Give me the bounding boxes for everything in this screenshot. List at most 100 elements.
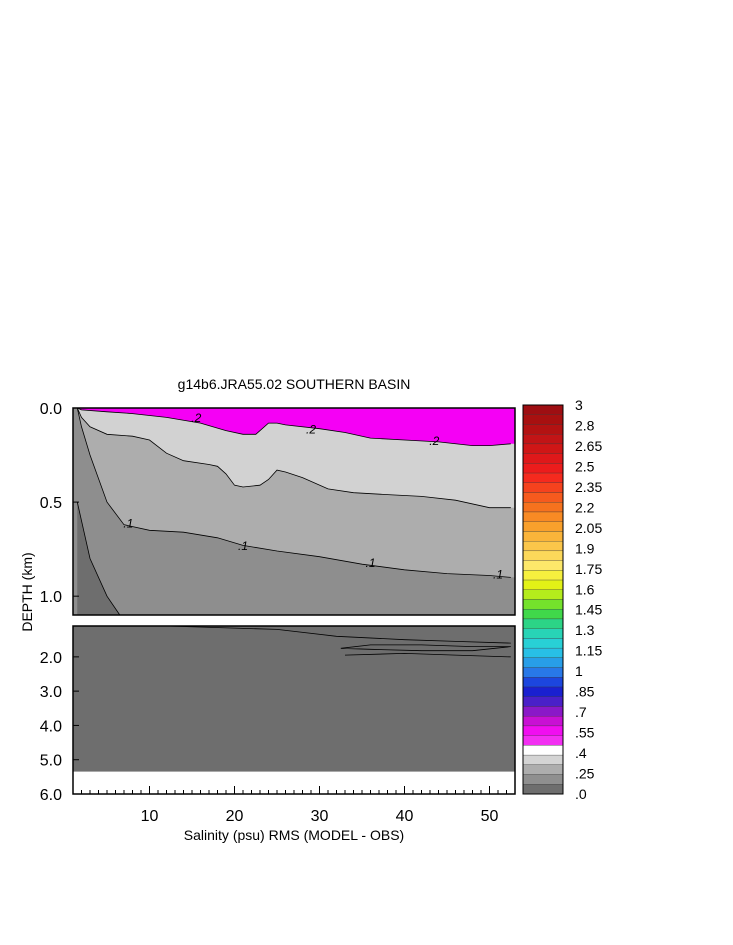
colorbar-swatch — [522, 482, 564, 493]
colorbar-label: .55 — [575, 725, 595, 741]
colorbar-swatch — [522, 599, 564, 610]
colorbar-swatch — [522, 647, 564, 659]
y-tick-label: 6.0 — [40, 787, 62, 804]
colorbar-label: 3 — [575, 397, 583, 413]
x-tick-label: 40 — [396, 808, 414, 825]
colorbar-swatch — [522, 570, 564, 581]
colorbar-label: .25 — [575, 766, 595, 782]
fill-band-lt-005 — [77, 502, 120, 615]
colorbar-swatch — [522, 472, 564, 483]
colorbar-label: 2.05 — [575, 520, 602, 536]
x-tick-label: 30 — [311, 808, 329, 825]
colorbar-frame — [522, 404, 564, 795]
colorbar-label: 1 — [575, 663, 583, 679]
colorbar-swatch — [522, 609, 564, 620]
y-tick-label: 1.0 — [40, 589, 62, 606]
colorbar-label: 1.3 — [575, 622, 595, 638]
colorbar-label: 2.8 — [575, 417, 595, 433]
contour-label: .2 — [191, 411, 201, 425]
colorbar-swatch — [522, 754, 564, 765]
colorbar-swatch — [522, 502, 564, 513]
colorbar-swatch — [522, 434, 564, 445]
colorbar-swatch — [522, 667, 564, 678]
contour-label: .1 — [493, 567, 503, 581]
upper-panel-frame — [72, 407, 516, 616]
colorbar-label: 1.9 — [575, 540, 595, 556]
colorbar-swatch — [522, 735, 564, 746]
contour-label: .1 — [365, 556, 375, 570]
colorbar-swatch — [522, 696, 564, 707]
contour-label: .1 — [123, 517, 133, 531]
y-axis: 0.0 0.5 1.0 2.0 3.0 4.0 5.0 6.0 — [40, 401, 79, 804]
colorbar-swatch — [522, 677, 564, 688]
colorbar-swatch — [522, 560, 564, 571]
y-axis-label: DEPTH (km) — [19, 552, 35, 631]
colorbar-label: 2.65 — [575, 438, 602, 454]
contour-line-025 — [77, 407, 511, 447]
fill-band-gt-025 — [77, 408, 515, 446]
colorbar-swatch — [522, 764, 564, 775]
colorbar-label: 2.5 — [575, 458, 595, 474]
colorbar-label: 1.45 — [575, 602, 602, 618]
colorbar-swatch — [522, 657, 564, 668]
contour-label: .2 — [306, 422, 316, 436]
colorbar-swatch — [522, 404, 564, 415]
y-tick-label: 0.5 — [40, 495, 62, 512]
colorbar-swatch — [522, 463, 564, 474]
colorbar-swatch — [522, 716, 564, 727]
colorbar-label: .7 — [575, 704, 587, 720]
colorbar-swatch — [522, 618, 564, 629]
colorbar-swatch — [522, 774, 564, 785]
colorbar-swatch — [522, 531, 564, 542]
chart-title: g14b6.JRA55.02 SOUTHERN BASIN — [178, 376, 411, 392]
contour-line-lower-b — [344, 652, 511, 658]
colorbar-swatch — [522, 686, 564, 697]
x-axis-label: Salinity (psu) RMS (MODEL - OBS) — [184, 827, 404, 843]
contour-label: .2 — [429, 434, 439, 448]
y-tick-label: 0.0 — [40, 401, 62, 418]
colorbar-label: 2.2 — [575, 499, 595, 515]
colorbar-swatch — [522, 424, 564, 435]
x-tick-label: 20 — [226, 808, 244, 825]
colorbar-swatch — [522, 414, 564, 425]
contour-line-lens — [340, 644, 511, 652]
colorbar-swatch — [522, 725, 564, 736]
colorbar-swatch — [522, 784, 564, 795]
colorbar-label: 1.6 — [575, 581, 595, 597]
colorbar-swatch — [522, 589, 564, 600]
colorbar-swatch — [522, 628, 564, 639]
colorbar-swatch — [522, 706, 564, 717]
colorbar-swatch — [522, 745, 564, 756]
upper-panel: .2 .2 .2 .1 .1 .1 .1 — [72, 407, 516, 616]
y-tick-label: 4.0 — [40, 718, 62, 735]
colorbar-swatch — [522, 541, 564, 552]
y-tick-label: 5.0 — [40, 753, 62, 770]
colorbar-swatch — [522, 453, 564, 464]
contour-line-010 — [76, 407, 511, 578]
colorbar-label: 2.35 — [575, 479, 602, 495]
colorbar-label: .85 — [575, 684, 595, 700]
x-tick-label: 50 — [481, 808, 499, 825]
colorbar: 3 2.8 2.65 2.5 2.35 2.2 2.05 1.9 1.75 1.6 1.45 1.3 1… — [522, 397, 602, 802]
contour-line-005 — [76, 502, 121, 616]
colorbar-swatch — [522, 550, 564, 561]
lower-fill — [73, 626, 515, 772]
colorbar-label: .4 — [575, 745, 587, 761]
colorbar-label: .0 — [575, 786, 587, 802]
colorbar-label: 1.15 — [575, 643, 602, 659]
colorbar-swatch — [522, 511, 564, 522]
y-tick-label: 3.0 — [40, 684, 62, 701]
colorbar-swatch — [522, 579, 564, 590]
colorbar-label: 1.75 — [575, 561, 602, 577]
contour-line-020 — [76, 407, 511, 509]
contour-label: .1 — [238, 539, 248, 553]
colorbar-swatch — [522, 492, 564, 503]
colorbar-swatch — [522, 443, 564, 454]
y-tick-label: 2.0 — [40, 650, 62, 667]
x-axis: 10 20 30 40 50 — [81, 786, 507, 825]
colorbar-swatch — [522, 638, 564, 649]
colorbar-swatch — [522, 521, 564, 532]
x-tick-label: 10 — [141, 808, 159, 825]
lower-panel — [72, 625, 516, 795]
